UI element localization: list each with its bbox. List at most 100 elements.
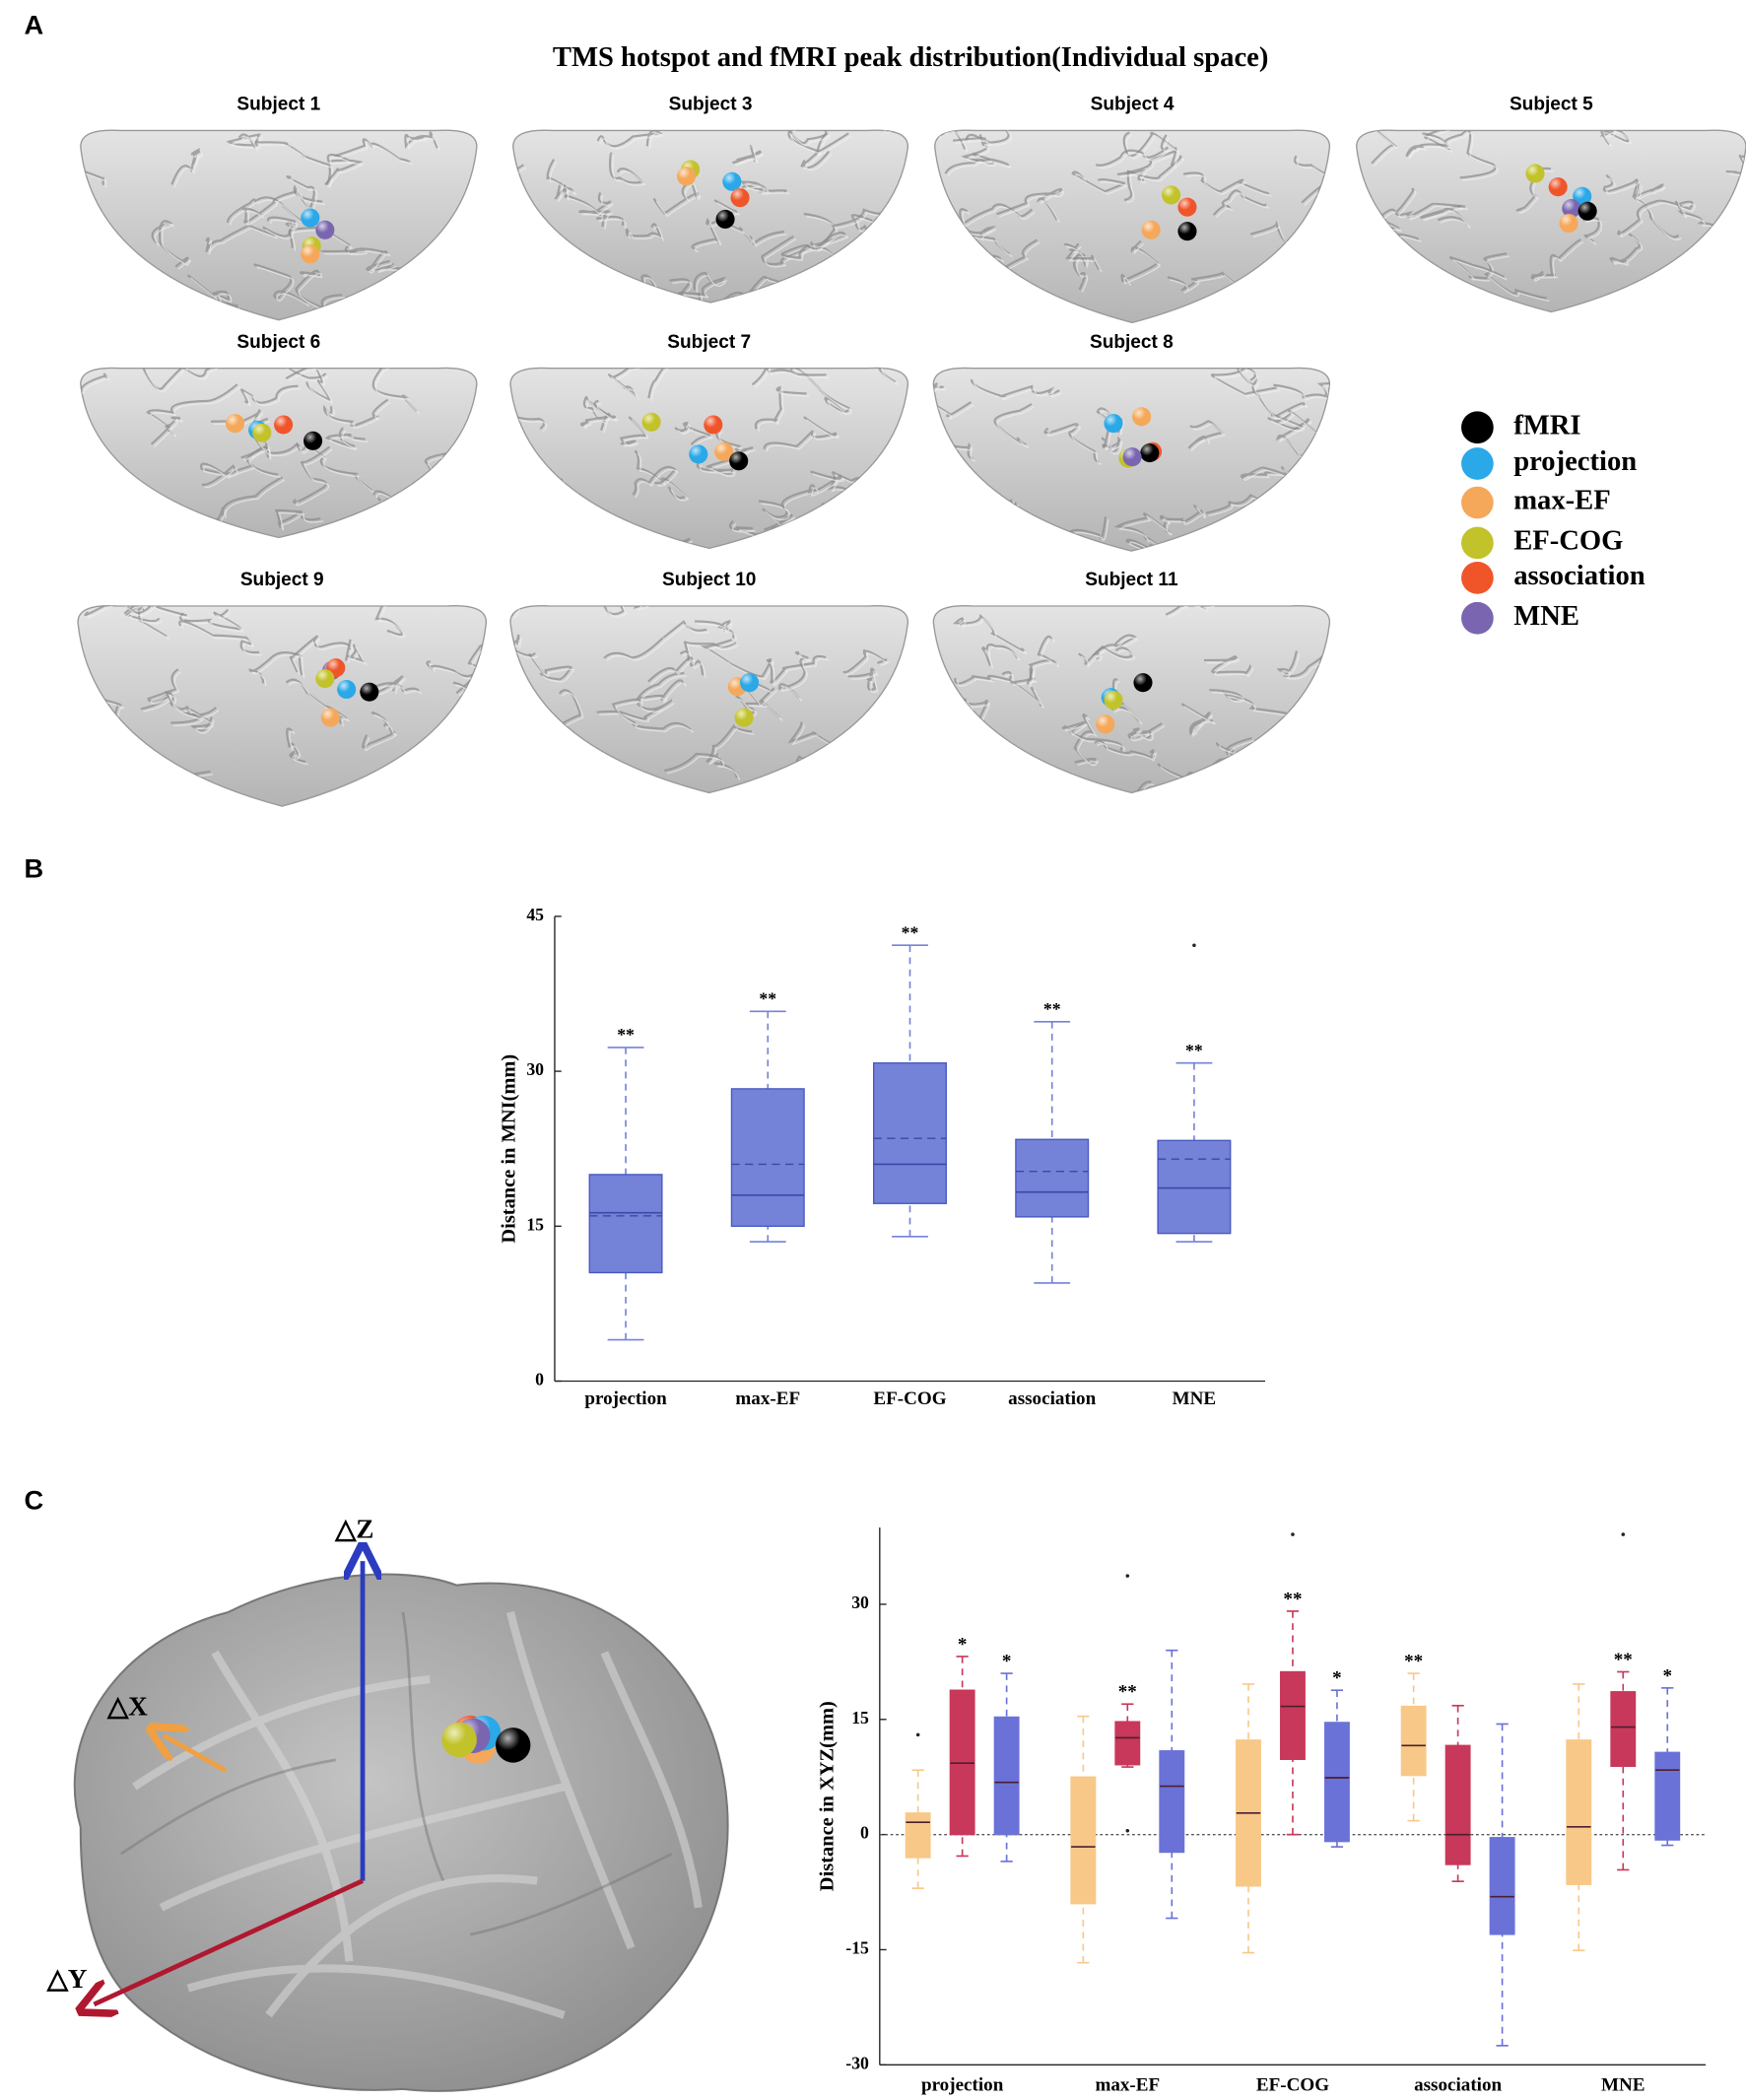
sulcus bbox=[362, 711, 395, 749]
legend-label: fMRI bbox=[1513, 409, 1580, 440]
sulcus bbox=[635, 672, 685, 702]
gyrus-highlight bbox=[743, 183, 789, 195]
box bbox=[1015, 1138, 1090, 1218]
sphere-shine bbox=[225, 414, 245, 434]
sulcus bbox=[248, 651, 303, 684]
sulcus bbox=[295, 269, 343, 311]
gyrus-highlight bbox=[612, 155, 646, 186]
gyrus-highlight bbox=[327, 156, 365, 188]
gyrus-highlight bbox=[323, 529, 353, 538]
sulcus bbox=[286, 174, 323, 209]
sulcus bbox=[944, 486, 988, 507]
axis-3d-label: △Y bbox=[46, 1964, 88, 1994]
sulcus bbox=[823, 287, 877, 303]
x-tick-label: association bbox=[1008, 1389, 1096, 1409]
box bbox=[1610, 1691, 1637, 1767]
y-tick-label: 30 bbox=[526, 1059, 544, 1079]
sulcus bbox=[1240, 466, 1294, 482]
sphere-shine bbox=[1133, 673, 1153, 693]
gyrus-highlight bbox=[1126, 158, 1184, 204]
gyrus-highlight bbox=[149, 386, 241, 435]
gyrus-highlight bbox=[1696, 250, 1738, 290]
gyrus-highlight bbox=[230, 199, 306, 226]
gyrus-highlight bbox=[735, 148, 765, 167]
axis-3d-label: △X bbox=[106, 1691, 148, 1721]
subject-title: Subject 10 bbox=[662, 570, 756, 590]
gyrus-highlight bbox=[952, 776, 997, 793]
box bbox=[1280, 1670, 1306, 1760]
sulcus bbox=[157, 802, 217, 807]
sulcus bbox=[1736, 249, 1746, 272]
gyrus-highlight bbox=[697, 623, 737, 642]
sulcus bbox=[393, 786, 459, 807]
gyrus-highlight bbox=[1620, 202, 1696, 237]
gyrus-highlight bbox=[87, 605, 190, 619]
sulcus bbox=[582, 395, 613, 432]
sulcus bbox=[320, 247, 390, 272]
sulcus bbox=[751, 368, 827, 386]
gyrus-highlight bbox=[213, 479, 286, 524]
sphere-shine bbox=[301, 244, 320, 264]
gyrus-highlight bbox=[990, 502, 1019, 551]
sphere-shine bbox=[1104, 414, 1123, 434]
panel-label: A bbox=[25, 10, 44, 40]
significance: * bbox=[1662, 1665, 1672, 1686]
sulcus bbox=[1530, 238, 1581, 280]
significance: ** bbox=[1043, 999, 1061, 1019]
gyrus-highlight bbox=[1066, 245, 1103, 273]
sulcus bbox=[763, 416, 838, 449]
sulcus bbox=[1281, 259, 1330, 310]
sphere-shine bbox=[315, 669, 335, 689]
y-tick-label: 45 bbox=[526, 905, 544, 924]
sulcus bbox=[240, 190, 299, 224]
gyrus-highlight bbox=[1408, 135, 1452, 160]
sulcus bbox=[262, 216, 297, 237]
gyrus-highlight bbox=[666, 756, 741, 780]
sulcus bbox=[324, 153, 364, 186]
sphere-shine bbox=[1132, 407, 1152, 427]
gyrus-highlight bbox=[1215, 192, 1269, 219]
sphere-shine bbox=[320, 708, 340, 727]
sulcus bbox=[1448, 255, 1505, 280]
gyrus-highlight bbox=[974, 381, 1063, 401]
gyrus-highlight bbox=[798, 758, 832, 776]
sulcus bbox=[674, 421, 711, 445]
sulcus bbox=[691, 199, 738, 250]
brain-surface bbox=[509, 604, 909, 794]
y-tick-label: -30 bbox=[845, 2053, 869, 2072]
legend-swatch bbox=[1461, 601, 1494, 635]
box bbox=[1400, 1705, 1427, 1777]
gyrus-highlight bbox=[438, 477, 466, 502]
gyrus-highlight bbox=[1280, 653, 1330, 680]
legend-label: projection bbox=[1513, 445, 1637, 477]
sulcus bbox=[800, 131, 831, 169]
panel-label: C bbox=[25, 1484, 44, 1515]
sphere-shine bbox=[274, 415, 294, 435]
gyrus-highlight bbox=[934, 130, 969, 153]
sphere-shine bbox=[360, 682, 379, 702]
y-tick-label: 30 bbox=[851, 1592, 869, 1612]
sulcus bbox=[400, 785, 454, 807]
gyrus-highlight bbox=[1253, 759, 1306, 775]
brain-image bbox=[932, 367, 1331, 552]
gyrus-highlight bbox=[1081, 648, 1136, 668]
box bbox=[873, 1062, 947, 1204]
brain-surface bbox=[80, 129, 478, 321]
gyrus-highlight bbox=[1029, 639, 1060, 688]
y-tick-label: -15 bbox=[845, 1938, 869, 1958]
sphere-shine bbox=[1578, 201, 1597, 221]
sulcus bbox=[320, 526, 350, 538]
gyrus-highlight bbox=[650, 659, 706, 685]
sulcus bbox=[625, 223, 663, 241]
gyrus-highlight bbox=[1297, 158, 1330, 206]
sulcus bbox=[1180, 703, 1214, 736]
gyrus-highlight bbox=[292, 638, 355, 676]
sulcus bbox=[952, 130, 1010, 145]
gyrus-highlight bbox=[559, 519, 594, 548]
gyrus-highlight bbox=[1612, 236, 1644, 266]
gyrus-highlight bbox=[654, 540, 694, 549]
box bbox=[1323, 1722, 1350, 1843]
x-arrow bbox=[164, 1735, 228, 1773]
significance: ** bbox=[617, 1025, 635, 1045]
outlier bbox=[915, 1732, 920, 1737]
